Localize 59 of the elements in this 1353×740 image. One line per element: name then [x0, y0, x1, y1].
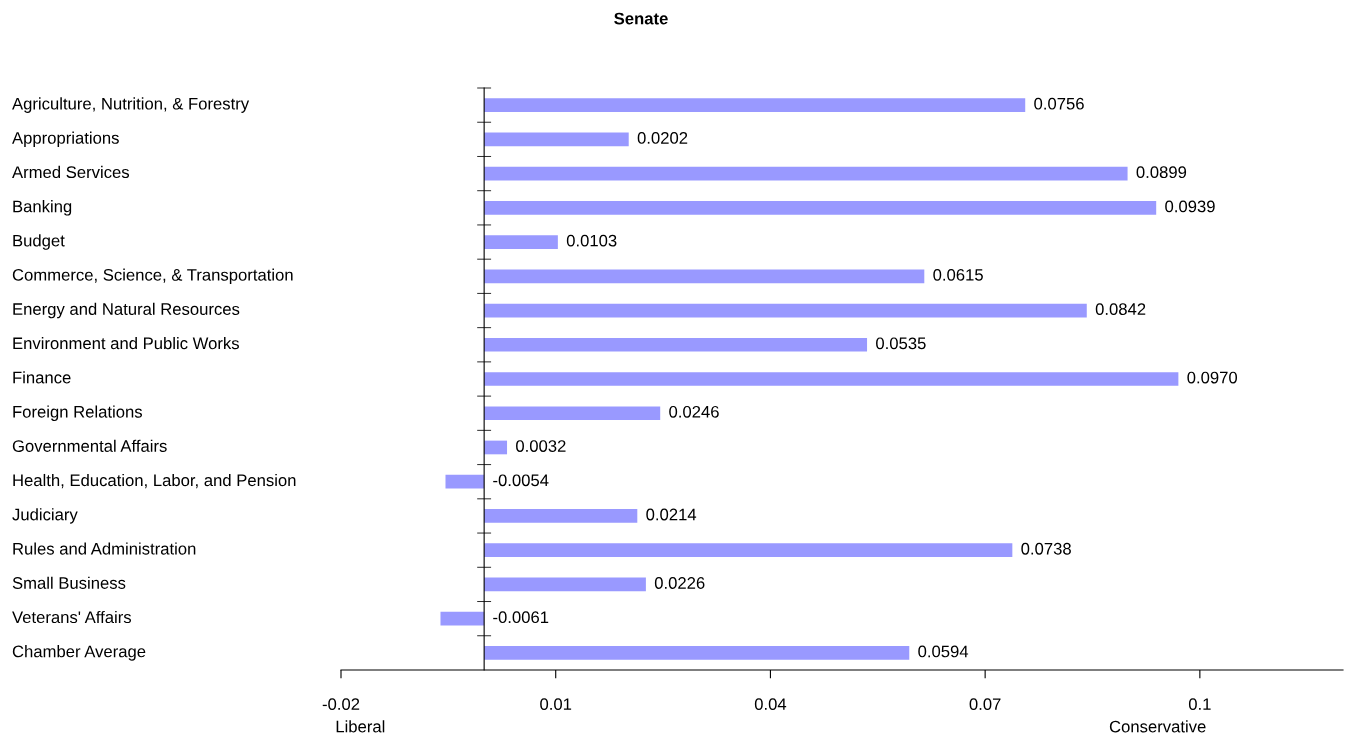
y-tick-label: Rules and Administration	[13, 542, 196, 555]
data-label: 0.0615	[933, 268, 983, 281]
x-tick-label: 0.04	[754, 698, 787, 711]
bar	[484, 98, 1026, 112]
data-label: 0.0032	[516, 440, 566, 452]
data-label: 0.0842	[1095, 303, 1146, 315]
bar	[484, 440, 508, 455]
data-label: 0.0226	[654, 577, 705, 589]
bar	[484, 303, 1087, 318]
bar	[484, 337, 868, 352]
data-label: 0.0594	[918, 645, 969, 658]
y-tick-label: Energy and Natural Resources	[13, 302, 240, 319]
bar	[484, 235, 558, 249]
y-tick-label: Finance	[13, 371, 71, 384]
data-label: 0.0756	[1034, 97, 1084, 110]
chart-title: Senate	[614, 12, 668, 25]
bar	[484, 646, 910, 660]
x-tick-label: -0.02	[322, 698, 360, 711]
bar	[484, 372, 1179, 386]
bar	[484, 200, 1157, 215]
y-tick-label: Health, Education, Labor, and Pension	[13, 473, 296, 489]
y-tick-label: Commerce, Science, & Transportation	[12, 268, 293, 285]
data-label: 0.0899	[1136, 166, 1187, 179]
data-label: 0.0214	[646, 508, 697, 521]
y-tick-label: Foreign Relations	[13, 405, 143, 421]
bar	[484, 543, 1013, 558]
data-label: 0.0939	[1165, 200, 1215, 213]
y-tick-label: Budget	[13, 234, 65, 250]
bar	[484, 577, 646, 592]
y-tick-label: Veterans' Affairs	[12, 610, 132, 624]
x-tick-label: 0.1	[1188, 698, 1211, 711]
bar	[484, 509, 638, 523]
bar	[484, 406, 661, 421]
data-label: -0.0054	[493, 474, 549, 487]
data-label: 0.0738	[1021, 542, 1071, 555]
y-tick-label: Small Business	[12, 576, 126, 589]
bar	[445, 474, 485, 489]
data-label: 0.0246	[669, 405, 719, 418]
bar	[484, 132, 629, 147]
bar	[484, 269, 925, 284]
bar	[484, 166, 1128, 181]
x-tick-label: 0.01	[540, 698, 572, 711]
data-label: -0.0061	[493, 611, 549, 624]
y-tick-label: Governmental Affairs	[12, 439, 167, 452]
data-label: 0.0202	[637, 132, 688, 144]
y-tick-label: Armed Services	[12, 165, 130, 179]
y-tick-label: Environment and Public Works	[13, 337, 239, 350]
y-tick-label: Chamber Average	[12, 645, 146, 661]
data-label: 0.0970	[1187, 371, 1238, 384]
y-tick-label: Agriculture, Nutrition, & Forestry	[12, 97, 250, 113]
bar	[440, 611, 485, 626]
data-label: 0.0103	[566, 234, 617, 247]
x-tick-label: 0.07	[969, 698, 1001, 711]
text: Conservative	[1109, 720, 1206, 733]
data-label: 0.0535	[876, 337, 926, 350]
text: Liberal	[336, 720, 385, 733]
y-tick-label: Appropriations	[12, 131, 119, 148]
y-tick-label: Banking	[13, 200, 72, 216]
y-tick-label: Judiciary	[12, 508, 78, 524]
